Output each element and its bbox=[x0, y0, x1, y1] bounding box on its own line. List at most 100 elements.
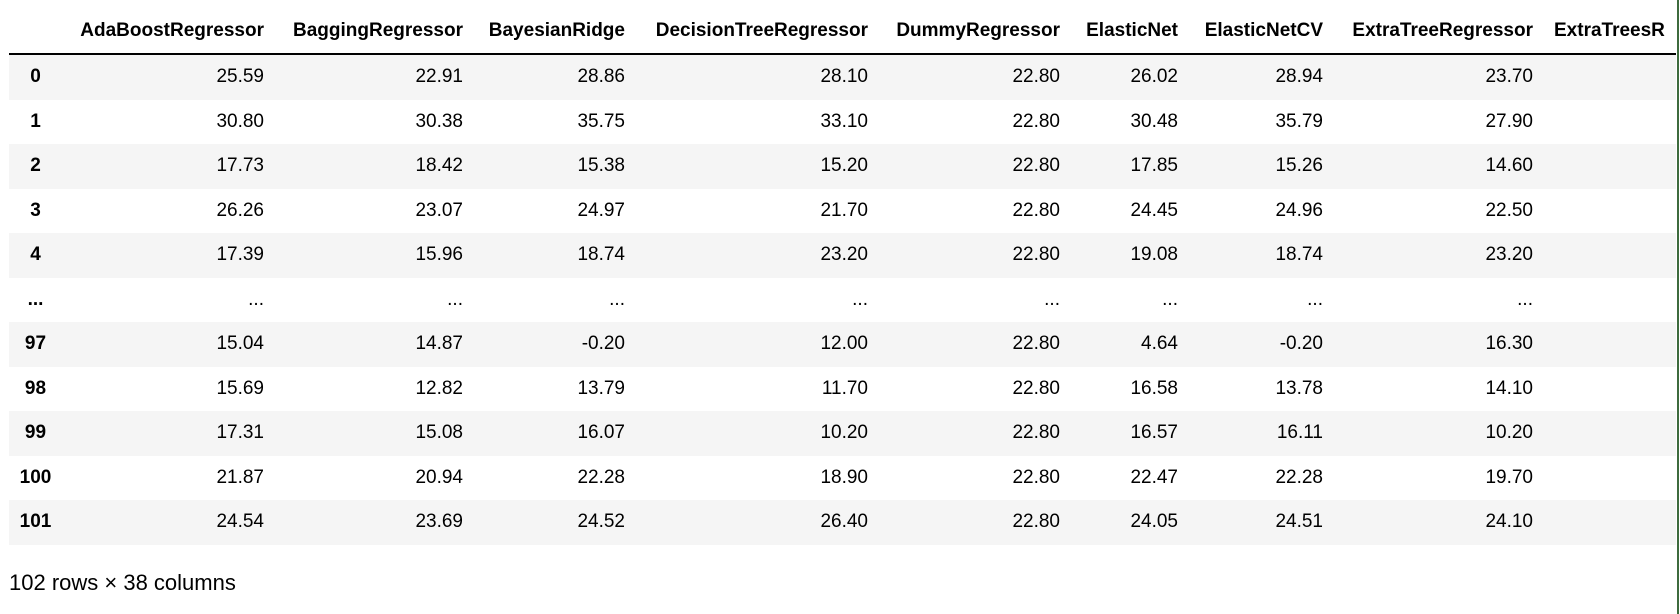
cell: 22.80 bbox=[1012, 422, 1060, 444]
cell: 30.48 bbox=[1130, 110, 1178, 132]
cell: 22.50 bbox=[1485, 199, 1533, 221]
cell: 14.10 bbox=[1485, 377, 1533, 399]
table-row: 100 21.87 20.94 22.28 18.90 22.80 22.47 22.28 19… bbox=[9, 456, 1676, 501]
table-row: 97 15.04 14.87 -0.20 12.00 22.80 4.64 -0.20 16.3… bbox=[9, 322, 1676, 367]
cell: 16.07 bbox=[577, 422, 625, 444]
cell: 22.28 bbox=[577, 466, 625, 488]
cell: 25.59 bbox=[216, 66, 264, 88]
cell: 19.70 bbox=[1485, 466, 1533, 488]
cell: 22.80 bbox=[1012, 466, 1060, 488]
table-row: 101 24.54 23.69 24.52 26.40 22.80 24.05 24.51 24… bbox=[9, 500, 1676, 545]
row-index: 97 bbox=[24, 333, 47, 355]
cell: 10.20 bbox=[820, 422, 868, 444]
column-header bbox=[9, 9, 62, 55]
cell: 24.52 bbox=[577, 511, 625, 533]
row-index: 100 bbox=[19, 466, 52, 488]
cell: 18.90 bbox=[820, 466, 868, 488]
cell: 24.96 bbox=[1275, 199, 1323, 221]
cell: ... bbox=[852, 288, 868, 310]
cell: 18.74 bbox=[577, 244, 625, 266]
table-row: 1 30.80 30.38 35.75 33.10 22.80 30.48 35.79 27.9… bbox=[9, 100, 1676, 145]
cell bbox=[1544, 144, 1676, 189]
cell: 15.04 bbox=[216, 333, 264, 355]
cell: 18.74 bbox=[1275, 244, 1323, 266]
cell: -0.20 bbox=[581, 333, 625, 355]
cell: 27.90 bbox=[1485, 110, 1533, 132]
cell: 24.10 bbox=[1485, 511, 1533, 533]
cell: ... bbox=[1044, 288, 1060, 310]
cell: -0.20 bbox=[1279, 333, 1323, 355]
table-row: 0 25.59 22.91 28.86 28.10 22.80 26.02 28.94 23.7… bbox=[9, 54, 1676, 100]
column-header: BayesianRidge bbox=[474, 9, 636, 55]
row-index: 3 bbox=[30, 199, 41, 221]
cell: 23.07 bbox=[415, 199, 463, 221]
cell bbox=[1544, 367, 1676, 412]
cell: 22.91 bbox=[415, 66, 463, 88]
cell: 35.79 bbox=[1275, 110, 1323, 132]
cell: ... bbox=[1162, 288, 1178, 310]
cell: 22.80 bbox=[1012, 377, 1060, 399]
window-edge bbox=[1677, 0, 1679, 614]
cell: 13.78 bbox=[1275, 377, 1323, 399]
cell: 12.00 bbox=[820, 333, 868, 355]
cell: 15.26 bbox=[1275, 155, 1323, 177]
cell: 12.82 bbox=[415, 377, 463, 399]
cell bbox=[1544, 189, 1676, 234]
cell: 22.80 bbox=[1012, 110, 1060, 132]
cell bbox=[1544, 54, 1676, 100]
row-index: 4 bbox=[30, 244, 41, 266]
cell: 15.20 bbox=[820, 155, 868, 177]
cell bbox=[1544, 100, 1676, 145]
cell: 15.08 bbox=[415, 422, 463, 444]
cell bbox=[1544, 411, 1676, 456]
cell: 22.80 bbox=[1012, 155, 1060, 177]
table-row: 2 17.73 18.42 15.38 15.20 22.80 17.85 15.26 14.6… bbox=[9, 144, 1676, 189]
cell: ... bbox=[248, 288, 264, 310]
cell: 16.58 bbox=[1130, 377, 1178, 399]
table-row: 98 15.69 12.82 13.79 11.70 22.80 16.58 13.78 14.… bbox=[9, 367, 1676, 412]
row-index: ... bbox=[27, 288, 44, 310]
row-index: 1 bbox=[30, 110, 41, 132]
cell: 24.51 bbox=[1275, 511, 1323, 533]
cell: 35.75 bbox=[577, 110, 625, 132]
cell: 16.11 bbox=[1276, 422, 1323, 444]
cell: ... bbox=[1517, 288, 1533, 310]
cell bbox=[1544, 456, 1676, 501]
cell: 10.20 bbox=[1485, 422, 1533, 444]
cell: 22.47 bbox=[1130, 466, 1178, 488]
cell: ... bbox=[1307, 288, 1323, 310]
footer: 102 rows × 38 columns bbox=[9, 570, 236, 595]
cell: 33.10 bbox=[820, 110, 868, 132]
header-row: AdaBoostRegressor BaggingRegressor Bayesia… bbox=[9, 9, 1676, 55]
column-header: BaggingRegressor bbox=[275, 9, 474, 55]
cell: 28.86 bbox=[577, 66, 625, 88]
cell: 30.80 bbox=[216, 110, 264, 132]
cell: 22.80 bbox=[1012, 66, 1060, 88]
column-header: DummyRegressor bbox=[879, 9, 1071, 55]
cell: 19.08 bbox=[1130, 244, 1178, 266]
table: AdaBoostRegressor BaggingRegressor Bayesia… bbox=[9, 9, 1676, 545]
cell: 24.05 bbox=[1130, 511, 1178, 533]
cell: 24.54 bbox=[216, 511, 264, 533]
cell bbox=[1544, 233, 1676, 278]
column-header: ElasticNetCV bbox=[1189, 9, 1334, 55]
cell: 22.80 bbox=[1012, 333, 1060, 355]
cell: 17.31 bbox=[216, 422, 264, 444]
cell: 16.57 bbox=[1130, 422, 1178, 444]
column-header: AdaBoostRegressor bbox=[62, 9, 275, 55]
cell: 24.45 bbox=[1130, 199, 1178, 221]
cell: 15.38 bbox=[577, 155, 625, 177]
cell: 30.38 bbox=[415, 110, 463, 132]
table-row: ........................... bbox=[9, 278, 1676, 323]
cell: 23.70 bbox=[1485, 66, 1533, 88]
cell bbox=[1544, 278, 1676, 323]
cell: 20.94 bbox=[415, 466, 463, 488]
cell: 23.20 bbox=[820, 244, 868, 266]
cell: 22.80 bbox=[1012, 199, 1060, 221]
cell bbox=[1544, 500, 1676, 545]
cell: 21.87 bbox=[216, 466, 264, 488]
row-index: 101 bbox=[19, 511, 52, 533]
cell: 22.28 bbox=[1275, 466, 1323, 488]
column-header: ExtraTreesR bbox=[1544, 9, 1676, 55]
cell: 28.94 bbox=[1275, 66, 1323, 88]
